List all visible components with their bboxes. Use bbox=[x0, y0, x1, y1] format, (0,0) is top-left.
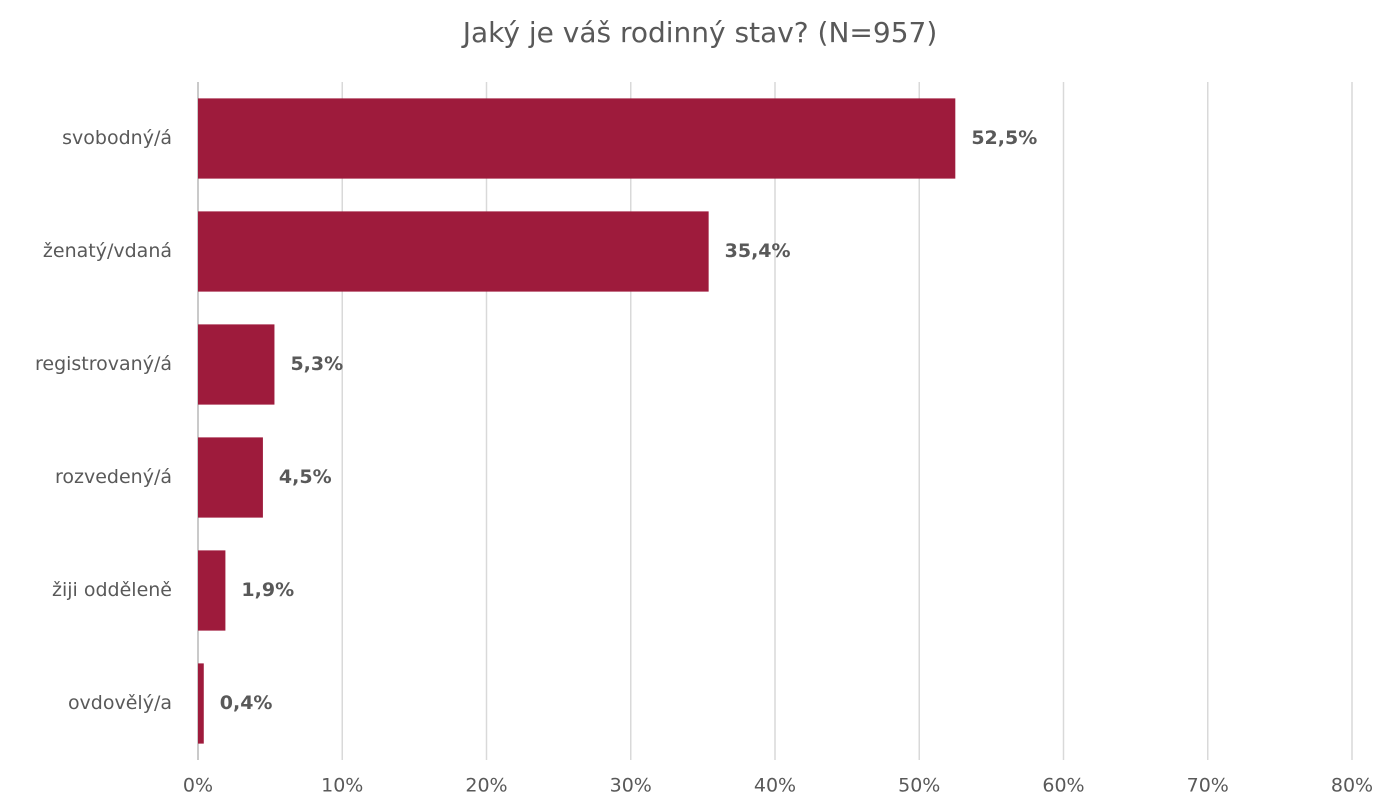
bar bbox=[198, 437, 263, 518]
value-label: 52,5% bbox=[971, 127, 1037, 149]
bar bbox=[198, 663, 204, 744]
chart-title: Jaký je váš rodinný stav? (N=957) bbox=[461, 16, 938, 49]
y-tick-label: žiji odděleně bbox=[52, 579, 172, 601]
x-tick-label: 50% bbox=[898, 775, 940, 797]
y-tick-label: ovdovělý/a bbox=[68, 692, 172, 714]
x-tick-label: 80% bbox=[1331, 775, 1373, 797]
value-label: 4,5% bbox=[279, 466, 332, 488]
x-tick-label: 10% bbox=[321, 775, 363, 797]
y-tick-label: ženatý/vdaná bbox=[43, 240, 172, 262]
x-tick-label: 20% bbox=[465, 775, 507, 797]
value-label: 35,4% bbox=[725, 240, 791, 262]
bar bbox=[198, 550, 226, 631]
x-tick-label: 60% bbox=[1042, 775, 1084, 797]
bar bbox=[198, 324, 275, 405]
x-tick-label: 40% bbox=[754, 775, 796, 797]
y-tick-label: svobodný/á bbox=[62, 127, 172, 149]
bar bbox=[198, 211, 709, 292]
x-tick-label: 30% bbox=[610, 775, 652, 797]
x-tick-label: 0% bbox=[183, 775, 213, 797]
bar bbox=[198, 98, 956, 179]
value-label: 5,3% bbox=[290, 353, 343, 375]
value-label: 1,9% bbox=[241, 579, 294, 601]
y-tick-label: registrovaný/á bbox=[35, 353, 172, 375]
value-label: 0,4% bbox=[220, 692, 273, 714]
y-tick-label: rozvedený/á bbox=[55, 466, 172, 488]
x-tick-label: 70% bbox=[1187, 775, 1229, 797]
